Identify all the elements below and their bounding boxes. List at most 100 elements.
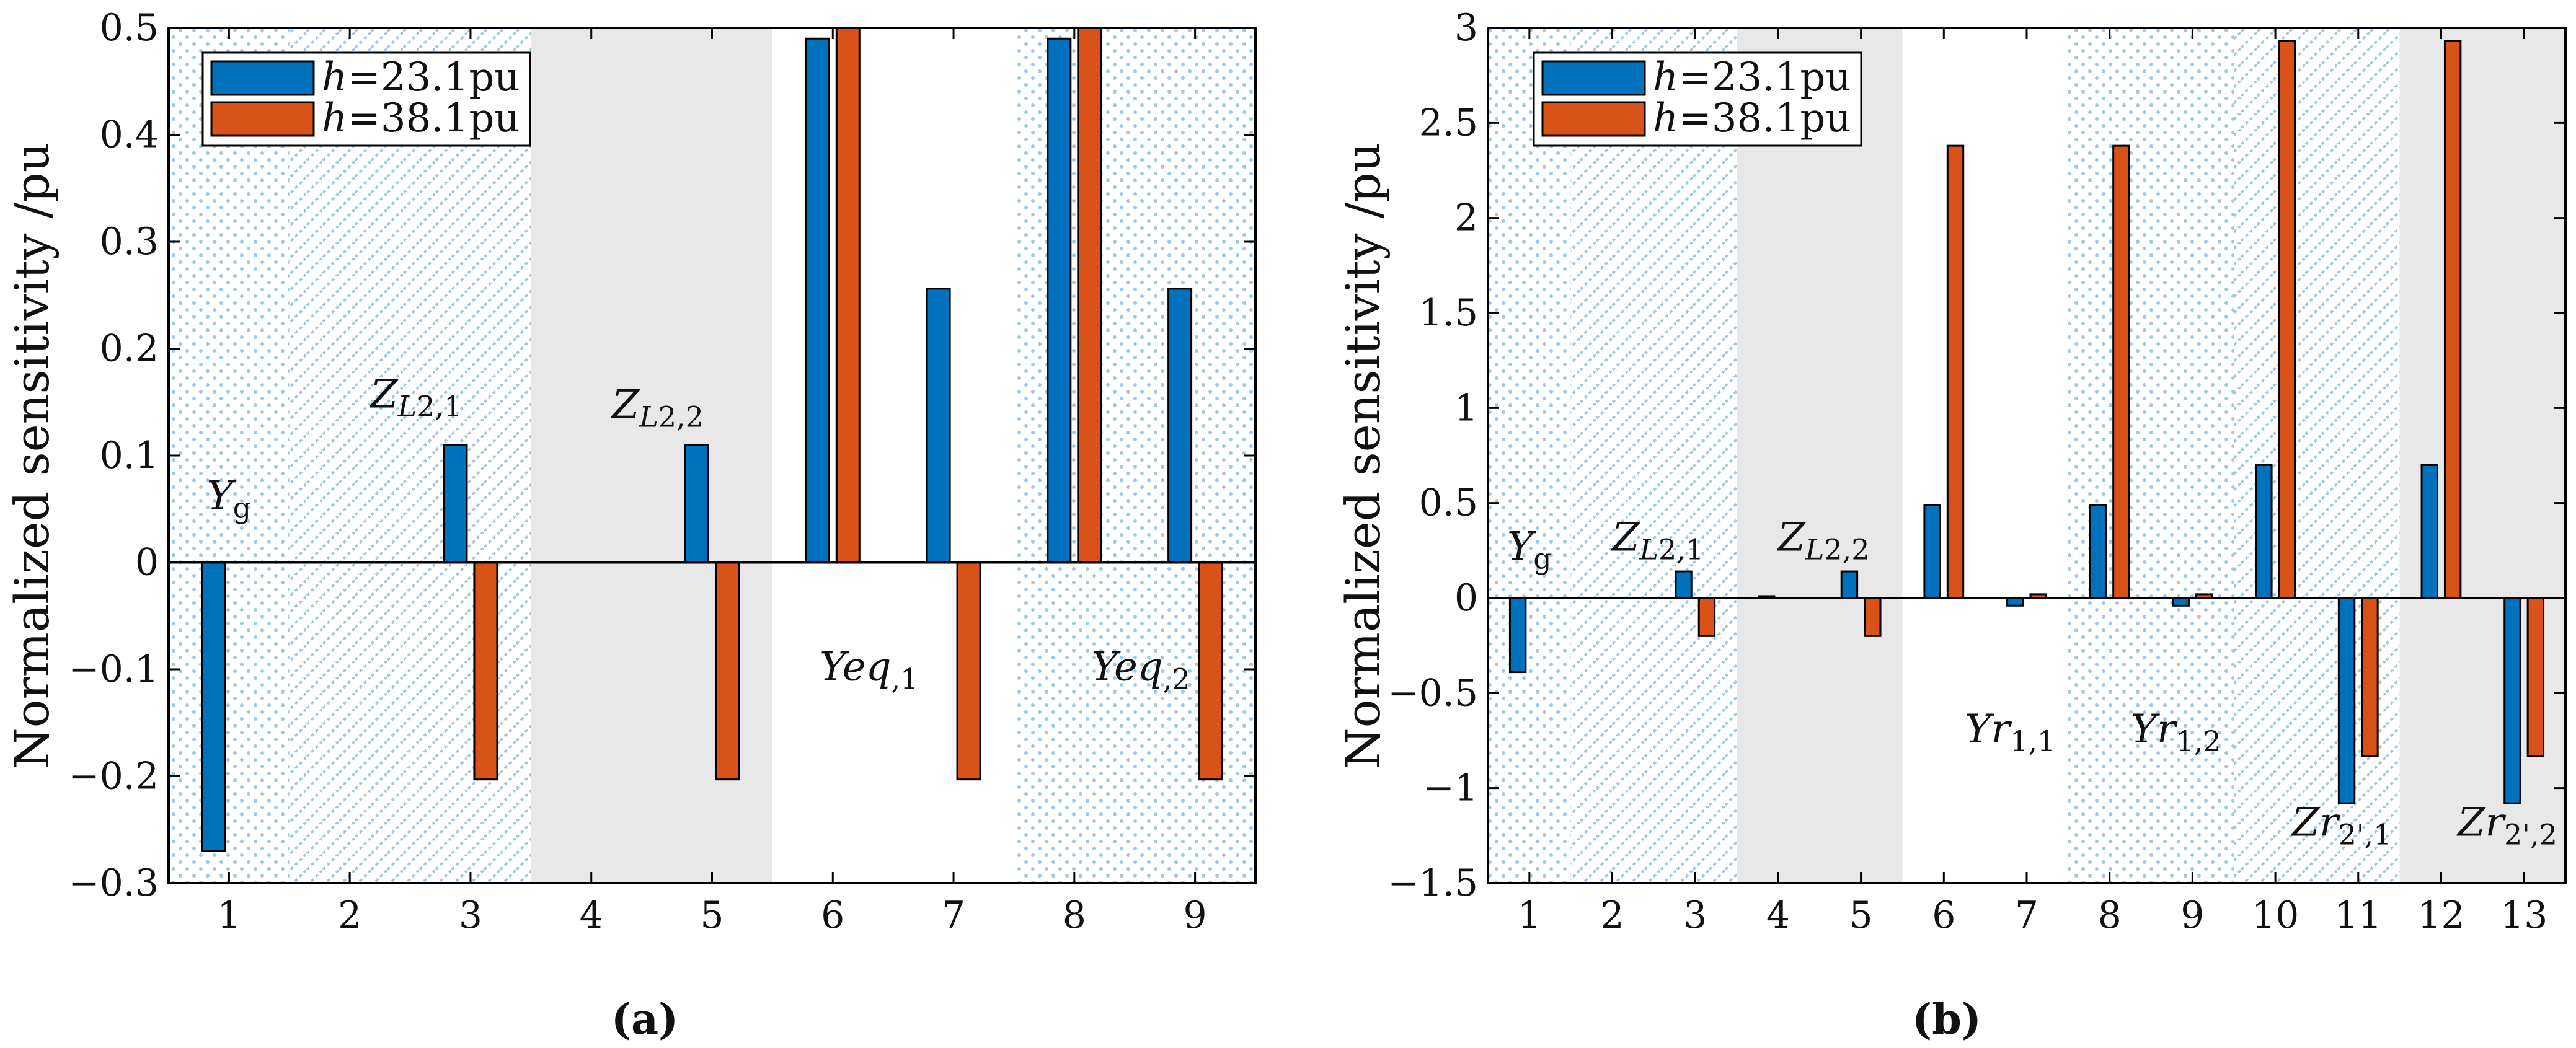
panel-a-chart: −0.3 −0.2 −0.1 0 0.1 0.2 0.3 0.4 0.5 1 2 3 4 5 6 7 8 9 Nor…	[4, 6, 1257, 937]
bar-series1	[805, 37, 830, 563]
bar-series2	[473, 561, 498, 781]
y-tick-label: 0.2	[100, 327, 159, 371]
region-annotation: ZL2,1	[369, 371, 462, 423]
bar-series1	[684, 444, 709, 563]
legend-swatch	[210, 60, 315, 96]
bar-series1	[1923, 504, 1941, 599]
bar-series2	[1198, 561, 1223, 781]
bar-series1	[2089, 504, 2107, 599]
region-annotation: ZL2,1	[1611, 514, 1704, 566]
bar-series1	[2420, 464, 2438, 599]
y-tick-label: 0	[135, 541, 159, 584]
x-tick-label: 8	[1063, 894, 1086, 937]
bar-series2	[1697, 597, 1716, 637]
x-tick-label: 5	[700, 894, 724, 937]
region-annotation: Zr2',2	[2456, 799, 2557, 851]
y-tick-label: 0.4	[100, 113, 159, 157]
region-annotation: Zr2',1	[2291, 799, 2392, 851]
y-axis-label: Normalized sensitivity /pu	[4, 142, 60, 769]
panel-b-chart: −1.5−1−0.500.511.522.531 2 3 4 5 6 7 8 9 10 11 12 13…	[1335, 6, 2567, 937]
bar-series2	[715, 561, 740, 781]
y-tick-label: 2	[1454, 196, 1478, 240]
x-tick-label: 4	[580, 894, 603, 937]
bar-series1	[1167, 288, 1193, 563]
region-band	[1570, 28, 1737, 883]
legend-swatch	[1541, 101, 1646, 137]
bar-series2	[2361, 597, 2379, 757]
bar-series2	[835, 27, 861, 563]
bar-series2	[2278, 40, 2296, 599]
x-tick-label: 1	[217, 894, 241, 937]
y-tick-label: 1	[1454, 386, 1478, 429]
x-tick-label: 8	[2098, 894, 2122, 937]
region-annotation: Yr1,1	[1965, 707, 2055, 758]
y-tick-label: −1	[1423, 767, 1478, 810]
region-band	[1737, 28, 1903, 883]
y-tick-label: −1.5	[1388, 861, 1478, 905]
bar-series1	[926, 288, 951, 563]
bar-series1	[2503, 597, 2521, 804]
legend-label: h=38.1pu	[322, 95, 520, 141]
x-tick-label: 9	[1184, 894, 1207, 937]
bar-series1	[201, 561, 226, 852]
y-axis-label: Normalized sensitivity /pu	[1335, 142, 1391, 769]
bar-series2	[2443, 40, 2462, 599]
x-tick-label: 5	[1849, 894, 1873, 937]
x-tick-label: 13	[2500, 894, 2547, 937]
bar-series2	[1864, 597, 1882, 637]
region-annotation: Yg	[1507, 524, 1552, 576]
region-annotation: Yg	[207, 473, 252, 524]
caption-b: (b)	[1912, 995, 1981, 1044]
bar-series2	[2112, 144, 2130, 599]
bar-series2	[956, 561, 981, 781]
x-tick-label: 12	[2417, 894, 2464, 937]
legend-label: h=23.1pu	[1653, 55, 1851, 100]
legend-label: h=38.1pu	[1653, 95, 1851, 141]
x-tick-label: 3	[459, 894, 482, 937]
x-tick-label: 9	[2180, 894, 2204, 937]
x-tick-label: 7	[2015, 894, 2038, 937]
x-tick-label: 3	[1683, 894, 1707, 937]
region-band	[169, 28, 290, 883]
y-tick-label: 0.1	[100, 434, 159, 477]
region-annotation: Yeq,1	[820, 644, 918, 695]
region-band	[2068, 28, 2234, 883]
region-annotation: ZL2,2	[1776, 514, 1869, 566]
y-tick-label: −0.1	[68, 648, 159, 691]
legend-swatch	[1541, 60, 1646, 96]
region-annotation: Yeq,2	[1091, 644, 1190, 695]
region-annotation: ZL2,2	[611, 382, 704, 434]
y-tick-label: 1.5	[1419, 291, 1478, 335]
y-tick-label: −0.5	[1388, 671, 1478, 715]
x-tick-label: 1	[1518, 894, 1541, 937]
x-tick-label: 11	[2335, 894, 2382, 937]
region-annotation: Yr1,2	[2131, 707, 2221, 758]
y-tick-label: 0.5	[1419, 482, 1478, 525]
x-tick-label: 6	[1932, 894, 1955, 937]
bar-series1	[443, 444, 468, 563]
x-tick-label: 2	[1600, 894, 1624, 937]
y-tick-label: 2.5	[1419, 101, 1478, 144]
legend-swatch	[210, 101, 315, 137]
y-tick-label: 0	[1454, 576, 1478, 620]
y-tick-label: 0.5	[100, 6, 159, 50]
x-tick-label: 7	[942, 894, 965, 937]
bar-series1	[1508, 597, 1527, 674]
caption-a: (a)	[611, 995, 678, 1044]
x-tick-label: 2	[338, 894, 361, 937]
y-tick-label: −0.3	[68, 861, 159, 905]
y-tick-label: −0.2	[68, 755, 159, 798]
bar-series2	[1077, 27, 1102, 563]
bar-series1	[1840, 570, 1859, 599]
bar-series1	[2255, 464, 2273, 599]
y-tick-label: 3	[1454, 6, 1478, 50]
bar-series1	[2337, 597, 2356, 804]
y-tick-label: 0.3	[100, 220, 159, 263]
bar-series2	[1946, 144, 1965, 599]
bar-series1	[1675, 570, 1693, 599]
region-band	[1488, 28, 1571, 883]
x-tick-label: 10	[2252, 894, 2299, 937]
x-tick-label: 6	[821, 894, 844, 937]
x-tick-label: 4	[1766, 894, 1790, 937]
